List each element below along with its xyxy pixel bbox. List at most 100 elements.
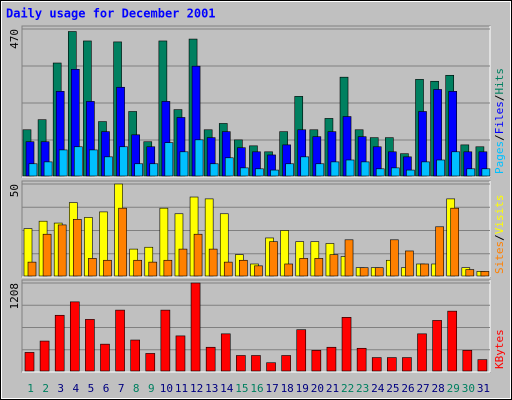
legend-entry: Visits [493,195,506,235]
bar [148,261,158,277]
bar [236,355,246,372]
bar [130,339,140,372]
bar [402,357,412,372]
bar [451,151,461,177]
bar [477,359,488,372]
x-tick-label: 17 [265,382,278,395]
bar [315,163,325,177]
bar [375,168,385,177]
x-tick-label: 30 [462,382,475,395]
bar [374,267,384,277]
bar [341,317,352,372]
bar [115,309,125,372]
bar [330,161,340,177]
y-tick-label: 50 [8,184,21,197]
bar [266,362,276,372]
bar [356,347,367,372]
bar [300,156,310,177]
y-tick-label: 1208 [8,283,21,310]
bar [58,149,68,177]
x-tick-label: 3 [57,382,64,395]
x-tick-label: 25 [386,382,399,395]
legend-separator: / [493,95,506,102]
x-tick-label: 24 [371,382,385,395]
x-tick-label: 18 [281,382,294,395]
bar [179,151,189,177]
bar [220,333,231,372]
x-tick-label: 12 [190,382,203,395]
bar [119,146,128,177]
bar [85,319,95,372]
bar [118,207,127,277]
x-tick-label: 11 [175,382,188,395]
bar [432,320,442,372]
bar [462,350,473,372]
bar [329,254,339,277]
bar [421,161,430,177]
x-tick-label: 26 [401,382,414,395]
bar [133,259,142,277]
x-tick-label: 1 [27,382,34,395]
legend-entry: Pages [493,141,506,174]
bar [178,248,188,277]
bar [281,355,291,372]
legend: Sites/Visits [493,195,506,275]
bar [417,333,427,372]
bar [296,329,307,372]
bar [480,271,490,277]
bar [360,161,370,177]
bar [255,168,264,177]
bar [466,168,476,177]
bar [371,357,382,372]
bar [251,355,261,372]
x-tick-label: 13 [205,382,218,395]
bar [285,163,294,177]
legend-entry: Sites [493,241,506,274]
x-tick-label: 8 [133,382,140,395]
legend-entry: Files [493,101,506,134]
x-tick-label: 9 [148,382,155,395]
bar [345,159,355,177]
bar [447,310,458,372]
bar [406,169,415,177]
bar [72,219,82,277]
bar [224,157,234,177]
bar [465,269,475,277]
bar [270,169,279,177]
bar [43,161,53,177]
legend: KBytes [493,329,506,369]
bar [69,301,80,372]
legend-entry: Hits [493,68,506,95]
x-tick-label: 28 [432,382,445,395]
bar [239,259,248,277]
x-tick-label: 4 [73,382,80,395]
bar [164,142,174,177]
bar [311,350,322,372]
legend: Pages/Files/Hits [493,68,506,174]
x-tick-label: 2 [42,382,49,395]
bar [359,267,369,277]
x-tick-label: 6 [103,382,110,395]
bar [42,233,52,277]
x-tick-label: 29 [447,382,460,395]
bar [450,207,460,277]
bar [57,224,67,277]
bar [436,159,445,177]
x-tick-label: 7 [118,382,125,395]
x-tick-label: 14 [220,382,234,395]
x-tick-label: 5 [88,382,95,395]
bar [299,258,309,277]
x-tick-label: 21 [326,382,339,395]
bar [24,352,35,372]
bar [223,261,233,277]
x-tick-label: 31 [477,382,490,395]
bar [100,343,110,372]
bar [390,239,399,277]
x-tick-label: 22 [341,382,354,395]
bar [160,309,171,372]
bar [134,163,143,177]
legend-entry: KBytes [493,329,506,369]
x-tick-label: 19 [296,382,309,395]
